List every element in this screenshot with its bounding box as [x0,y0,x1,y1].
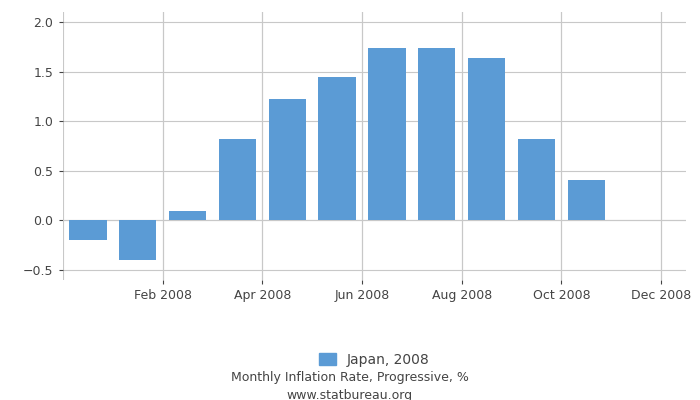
Bar [318,76,356,220]
Bar [218,139,256,220]
Bar [468,58,505,220]
Bar [269,99,306,220]
Bar [368,48,406,220]
Bar [69,220,106,240]
Bar [518,139,555,220]
Legend: Japan, 2008: Japan, 2008 [312,346,437,374]
Text: Monthly Inflation Rate, Progressive, %: Monthly Inflation Rate, Progressive, % [231,372,469,384]
Bar [119,220,157,260]
Text: www.statbureau.org: www.statbureau.org [287,390,413,400]
Bar [568,180,605,220]
Bar [418,48,456,220]
Bar [169,210,206,220]
